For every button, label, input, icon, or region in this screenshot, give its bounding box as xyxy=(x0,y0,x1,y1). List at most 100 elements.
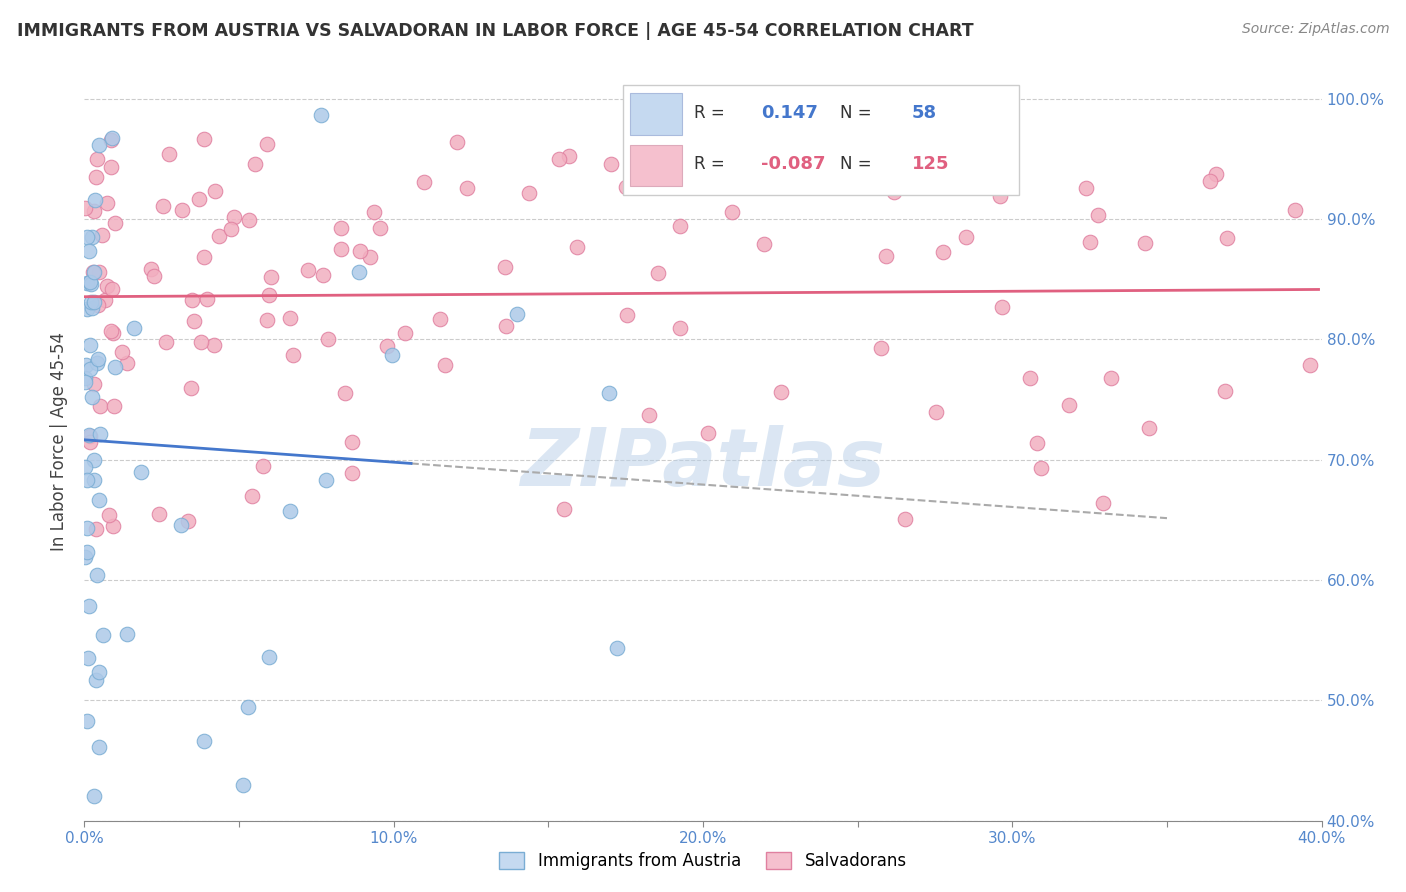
Point xyxy=(433,359,456,373)
Point xyxy=(83,295,105,310)
Point xyxy=(240,489,263,503)
Point xyxy=(129,465,152,479)
Point xyxy=(257,650,280,665)
Point xyxy=(297,263,319,277)
Point xyxy=(340,434,363,449)
Point xyxy=(278,504,301,518)
Point xyxy=(506,307,529,321)
Point xyxy=(195,292,218,306)
Point xyxy=(315,474,337,488)
Point xyxy=(172,203,194,218)
Point xyxy=(696,426,718,441)
Point xyxy=(96,196,118,211)
Point xyxy=(876,145,898,159)
Point xyxy=(713,128,735,143)
Point xyxy=(75,549,97,564)
Point xyxy=(1205,167,1227,181)
Point xyxy=(148,507,170,521)
Point xyxy=(76,545,98,559)
Point xyxy=(260,269,283,284)
Point xyxy=(193,132,215,146)
Point xyxy=(238,212,260,227)
Point xyxy=(770,385,793,400)
Point xyxy=(456,180,478,194)
Point xyxy=(89,427,111,442)
Point xyxy=(1019,370,1042,384)
Point xyxy=(96,278,118,293)
Point xyxy=(100,131,122,145)
Point xyxy=(359,250,381,264)
Point xyxy=(104,360,127,375)
Point xyxy=(190,334,212,349)
Point xyxy=(932,244,955,259)
Point xyxy=(347,265,370,279)
Point xyxy=(1099,371,1122,385)
Point xyxy=(232,779,254,793)
Point xyxy=(143,269,166,284)
Point xyxy=(349,244,371,259)
Point xyxy=(955,229,977,244)
Point xyxy=(446,136,468,150)
Point xyxy=(101,282,124,296)
Point xyxy=(87,298,110,312)
Point xyxy=(668,219,690,234)
Point xyxy=(83,204,105,219)
Point xyxy=(76,473,98,487)
Point xyxy=(86,567,108,582)
Point xyxy=(381,348,404,362)
Point xyxy=(82,390,104,404)
Point xyxy=(76,651,98,665)
Point xyxy=(87,352,110,367)
Point xyxy=(1078,235,1101,249)
Point xyxy=(208,229,231,244)
Point xyxy=(883,186,905,200)
Point xyxy=(94,293,117,308)
Point xyxy=(104,215,127,229)
Point xyxy=(79,338,101,352)
Point xyxy=(894,512,917,526)
Point xyxy=(83,376,105,391)
Point xyxy=(89,493,111,508)
Point xyxy=(80,277,103,292)
Point xyxy=(754,236,776,251)
Point xyxy=(79,361,101,376)
Point xyxy=(599,157,621,171)
Point xyxy=(76,714,98,729)
Point xyxy=(638,409,661,423)
Point xyxy=(1213,384,1236,398)
Point xyxy=(1215,231,1237,245)
Point xyxy=(659,140,682,154)
Point xyxy=(807,174,830,188)
Point xyxy=(1137,421,1160,435)
Point xyxy=(1026,435,1049,450)
Point xyxy=(103,399,125,413)
Point xyxy=(180,381,202,395)
Point xyxy=(91,628,114,642)
Point xyxy=(75,460,97,475)
Point xyxy=(193,733,215,747)
Point xyxy=(363,205,385,219)
Point xyxy=(139,262,162,277)
Point xyxy=(183,314,205,328)
Point xyxy=(1299,358,1322,372)
Point xyxy=(86,356,108,370)
Point xyxy=(82,230,104,244)
Point xyxy=(219,222,242,236)
Point xyxy=(100,324,122,338)
Point xyxy=(84,673,107,688)
Point xyxy=(330,221,353,235)
Point xyxy=(188,192,211,206)
Text: ZIPatlas: ZIPatlas xyxy=(520,425,886,503)
Point xyxy=(115,626,138,640)
Point xyxy=(988,188,1011,202)
Point xyxy=(76,301,98,316)
Point xyxy=(495,318,517,333)
Text: Source: ZipAtlas.com: Source: ZipAtlas.com xyxy=(1241,22,1389,37)
Point xyxy=(159,147,181,161)
Point xyxy=(565,240,588,254)
Point xyxy=(553,502,575,516)
Point xyxy=(80,295,103,310)
Point xyxy=(548,153,571,167)
Point xyxy=(79,275,101,289)
Point xyxy=(312,268,335,282)
